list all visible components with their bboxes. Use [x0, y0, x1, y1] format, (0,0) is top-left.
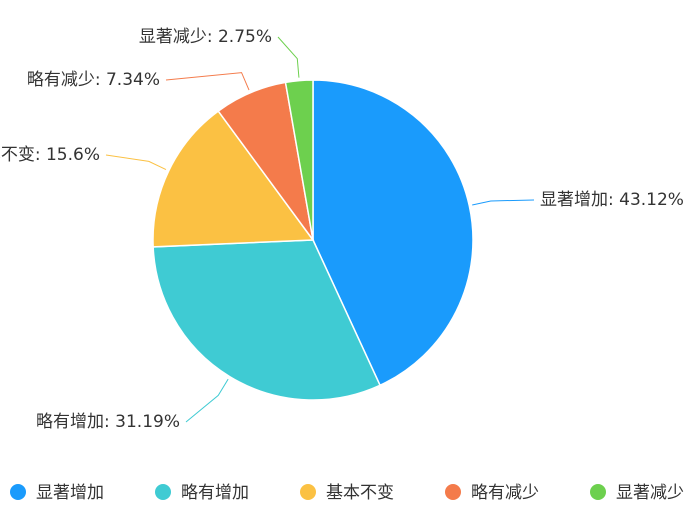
legend-label: 略有增加 — [181, 483, 249, 503]
leader-line — [277, 36, 300, 78]
leader-line — [105, 154, 167, 171]
data-label: 略有减少: 7.34% — [27, 70, 160, 90]
legend-marker — [300, 484, 316, 500]
legend-marker — [155, 484, 171, 500]
legend-marker — [10, 484, 26, 500]
legend-label: 基本不变 — [326, 483, 394, 503]
legend-label: 略有减少 — [471, 483, 539, 503]
legend-marker — [590, 484, 606, 500]
pie-slice — [152, 239, 382, 401]
data-label: 显著减少: 2.75% — [139, 27, 272, 47]
leader-line — [472, 199, 535, 206]
legend-label: 显著减少 — [616, 483, 684, 503]
leader-line — [165, 72, 250, 91]
pie-slice — [152, 110, 315, 248]
data-label: 基本不变: 15.6% — [0, 145, 100, 165]
legend-marker — [445, 484, 461, 500]
pie-slice — [312, 79, 474, 387]
pie-slice — [284, 79, 314, 241]
leader-line — [185, 378, 229, 423]
data-label: 略有增加: 31.19% — [36, 412, 180, 432]
data-label: 显著增加: 43.12% — [540, 190, 684, 210]
legend-label: 显著增加 — [36, 483, 104, 503]
